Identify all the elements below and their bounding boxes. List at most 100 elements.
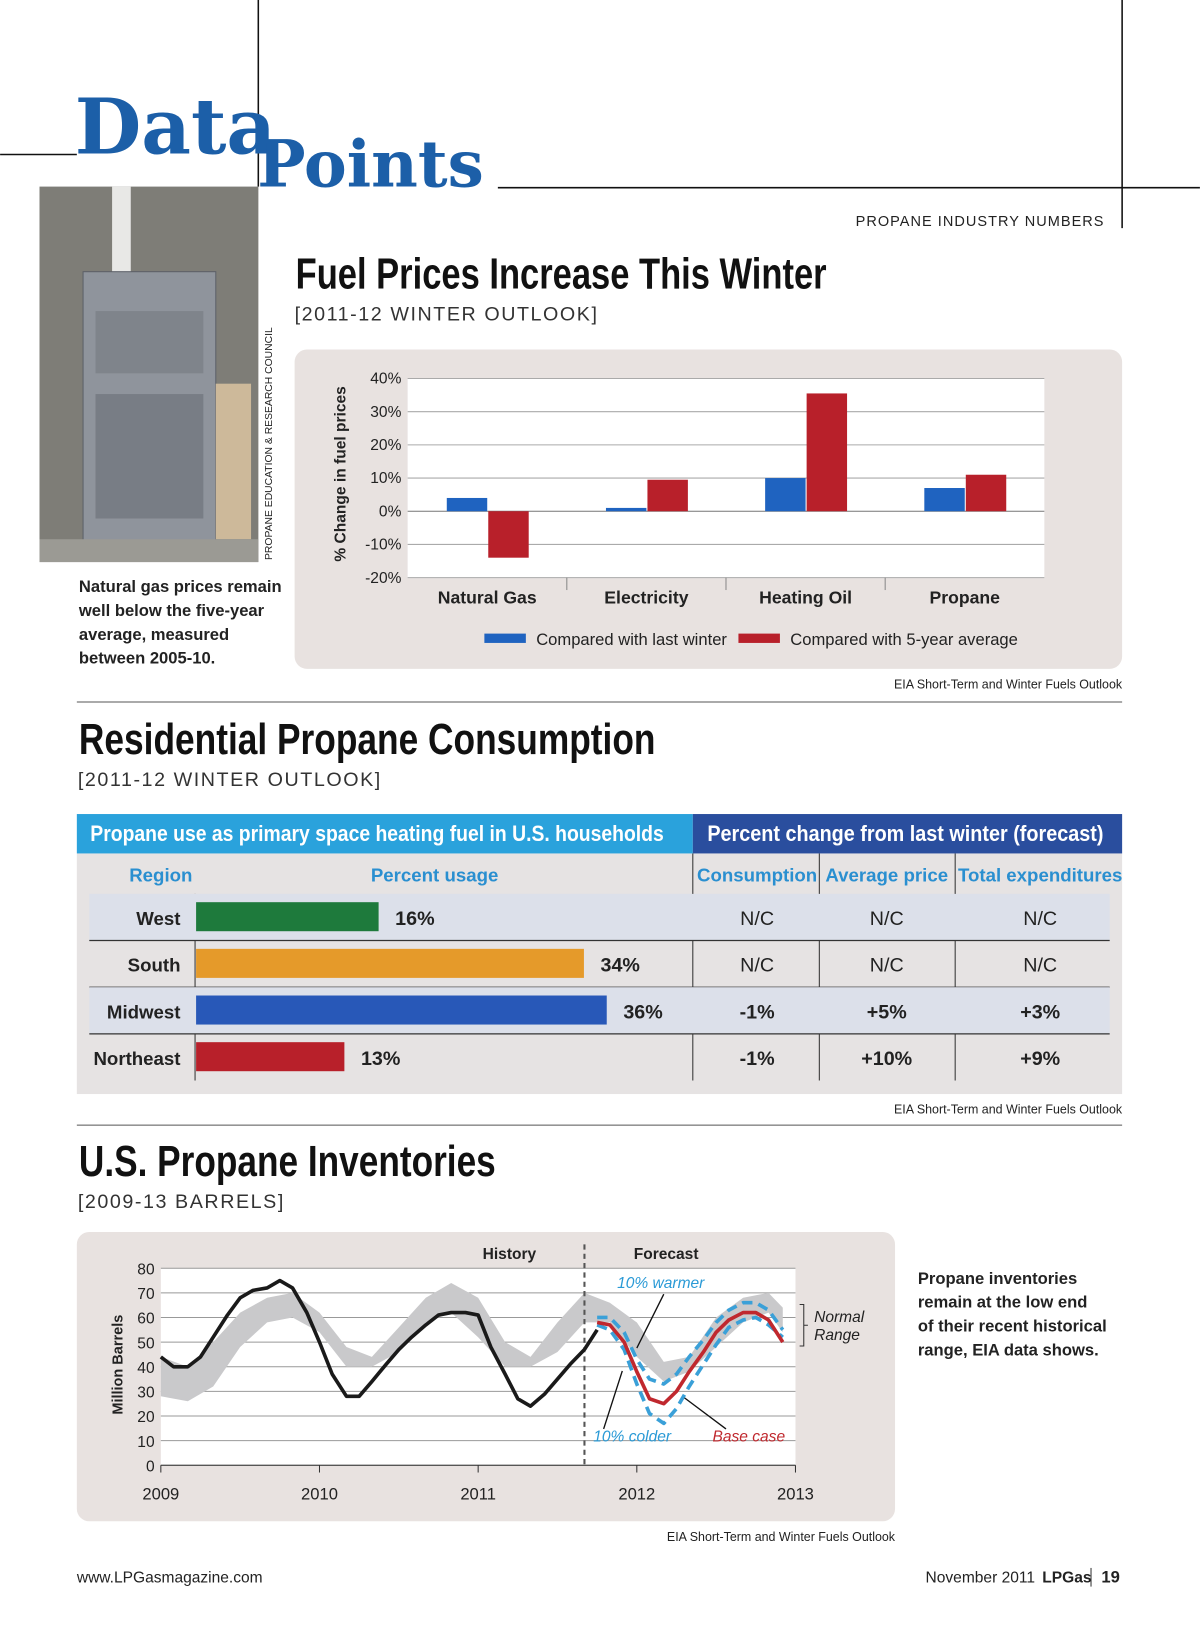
annotation: Forecast — [634, 1246, 699, 1263]
annotation: Normal — [814, 1309, 865, 1326]
legend-label: Compared with 5-year average — [790, 630, 1018, 649]
usage-label: 16% — [395, 908, 434, 930]
y-tick-label: 50 — [137, 1335, 155, 1352]
x-tick-label: 2012 — [618, 1484, 655, 1503]
usage-bar — [196, 948, 584, 978]
bar — [446, 497, 488, 512]
change-cell: N/C — [870, 955, 904, 977]
bar — [488, 511, 529, 558]
series-line — [159, 1278, 599, 1408]
change-cell: +9% — [1020, 1048, 1060, 1070]
region: West — [136, 908, 180, 929]
series-label: 10% colder — [593, 1428, 672, 1445]
y-axis-label: Million Barrels — [110, 1315, 126, 1415]
change-cell: N/C — [740, 908, 774, 930]
y-tick-label: -20% — [365, 570, 401, 587]
line-chart: 0 10 20 30 40 50 60 70 80 2009 2010 2011 2012 2013 — [137, 1244, 814, 1503]
column-header: Consumption — [697, 864, 817, 885]
group-header: Percent change from last winter (forecas… — [707, 821, 1103, 846]
bar — [765, 478, 806, 512]
callout-arrows — [602, 1293, 727, 1430]
column-header: Average price — [825, 864, 948, 885]
series-label: Base case — [713, 1428, 786, 1445]
chart-subtitle: [2011-12 WINTER OUTLOOK] — [295, 303, 599, 325]
y-tick-label: -10% — [365, 537, 401, 554]
y-tick-label: 40 — [137, 1360, 155, 1377]
annotation: History — [483, 1246, 537, 1263]
chart-title: U.S. Propane Inventories — [79, 1138, 496, 1186]
usage-label: 13% — [361, 1048, 400, 1070]
usage-bar — [196, 1042, 345, 1072]
series-label: 10% warmer — [617, 1275, 705, 1292]
region: South — [128, 955, 181, 976]
footer-date: November 2011 — [926, 1569, 1035, 1586]
y-tick-label: 10% — [370, 470, 401, 487]
usage-bar — [196, 995, 607, 1025]
series-line — [597, 1300, 785, 1386]
y-tick-label: 20% — [370, 437, 401, 454]
x-tick-label: Heating Oil — [759, 588, 852, 608]
column-header: Region — [129, 864, 192, 885]
change-cell: -1% — [740, 1001, 775, 1023]
x-tick-label: 2011 — [460, 1484, 496, 1503]
region: Northeast — [93, 1048, 180, 1069]
change-cell: -1% — [740, 1048, 775, 1070]
bar-chart: -20% -10% 0% 10% 20% 30% 40% Natural Gas Electri… — [365, 371, 1045, 649]
chart-title: Fuel Prices Increase This Winter — [296, 250, 827, 298]
usage-label: 34% — [601, 955, 640, 977]
y-tick-label: 80 — [137, 1261, 155, 1278]
bar — [965, 474, 1007, 512]
x-tick-label: 2010 — [301, 1484, 338, 1503]
table: Region Percent usage Consumption Average pr… — [89, 853, 1122, 1081]
change-cell: N/C — [1023, 908, 1057, 930]
caption-line: Propane inventories — [918, 1269, 1077, 1288]
caption-line: well below the five-year — [78, 601, 265, 620]
y-tick-label: 0% — [379, 503, 402, 520]
change-cell: N/C — [870, 908, 904, 930]
x-tick-label: Electricity — [604, 588, 688, 608]
y-tick-label: 30 — [137, 1385, 155, 1402]
header-rules — [0, 0, 1200, 229]
usage-label: 36% — [623, 1001, 662, 1023]
bar — [647, 479, 688, 512]
normal-range — [160, 1283, 783, 1402]
footer-page: 19 — [1101, 1567, 1119, 1586]
section-title: Residential Propane Consumption — [79, 716, 656, 764]
bracket — [799, 1304, 808, 1347]
inventory-caption: Propane inventories remain at the low en… — [918, 1269, 1107, 1360]
caption-line: of their recent historical — [918, 1316, 1107, 1335]
source: EIA Short-Term and Winter Fuels Outlook — [894, 678, 1123, 692]
caption-line: Natural gas prices remain — [79, 577, 282, 596]
legend-swatch — [738, 633, 780, 643]
bar — [924, 488, 965, 512]
y-tick-label: 60 — [137, 1311, 155, 1328]
x-tick-label: 2013 — [777, 1484, 814, 1503]
y-tick-label: 70 — [137, 1286, 155, 1303]
y-tick-label: 30% — [370, 404, 401, 421]
group-header-bg — [76, 814, 693, 854]
x-tick-label: Propane — [930, 588, 1001, 608]
region: Midwest — [107, 1001, 181, 1022]
chart-subtitle: [2009-13 BARRELS] — [78, 1191, 285, 1213]
change-cell: N/C — [740, 955, 774, 977]
caption-line: between 2005-10. — [79, 649, 215, 668]
series-line — [596, 1315, 784, 1426]
change-cell: N/C — [1023, 955, 1057, 977]
masthead-right: Points — [257, 128, 484, 203]
change-cell: +5% — [867, 1001, 907, 1023]
annotation: Range — [814, 1327, 860, 1344]
y-tick-label: 0 — [146, 1458, 155, 1475]
usage-bar — [196, 902, 379, 932]
bar — [605, 507, 647, 512]
column-header: Percent usage — [371, 864, 499, 885]
series-line — [596, 1310, 785, 1406]
caption-line: range, EIA data shows. — [918, 1340, 1099, 1359]
y-tick-label: 20 — [137, 1409, 155, 1426]
caption-line: average, measured — [79, 625, 229, 644]
x-tick-label: 2009 — [142, 1484, 179, 1503]
footer-url: www.LPGasmagazine.com — [76, 1569, 263, 1586]
legend-label: Compared with last winter — [536, 630, 727, 649]
footer-brand: LPGas — [1042, 1569, 1092, 1586]
photo-caption: Natural gas prices remain well below the… — [78, 577, 282, 668]
